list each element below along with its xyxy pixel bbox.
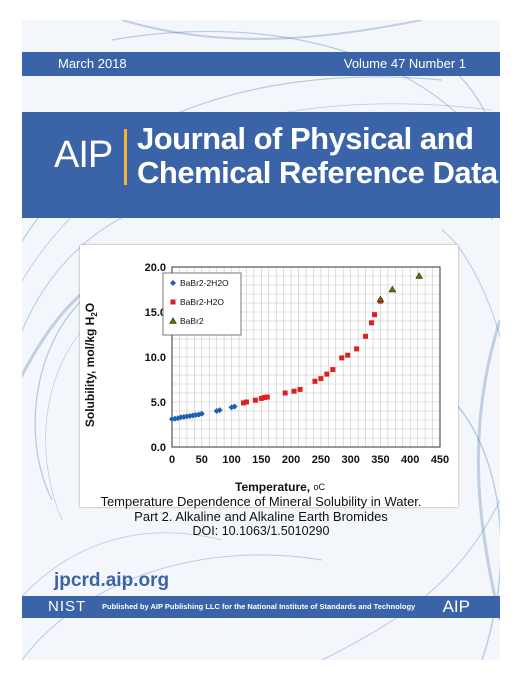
article-title-line2: Part 2. Alkaline and Alkaline Earth Brom… [134,509,388,524]
data-point [297,386,303,392]
journal-title-line2: Chemical Reference Data [137,155,498,190]
y-tick-label: 15.0 [145,307,166,319]
data-point [177,414,184,421]
journal-cover: March 2018 Volume 47 Number 1 AIP Journa… [22,20,500,660]
data-point [258,395,264,401]
x-tick-label: 50 [196,454,208,466]
data-point [339,355,345,361]
x-tick-label: 150 [252,454,270,466]
x-tick-label: 100 [222,454,240,466]
data-point [243,399,249,405]
data-point [376,295,385,303]
article-title-line1: Temperature Dependence of Mineral Solubi… [100,494,422,509]
issue-volume: Volume 47 Number 1 [343,56,466,71]
x-tick-label: 300 [341,454,359,466]
data-point [312,378,318,384]
article-doi: DOI: 10.1063/1.5010290 [192,524,330,538]
data-point [264,394,270,400]
data-point [369,320,375,326]
legend-marker [170,280,176,286]
data-point [240,400,246,406]
legend-box [162,272,242,336]
article-info: Temperature Dependence of Mineral Solubi… [22,494,500,539]
y-tick-label: 0.0 [151,442,166,454]
x-tick-label: 0 [169,454,175,466]
aip-logo: AIP [54,134,113,176]
data-point [216,407,223,414]
legend-marker [170,299,176,305]
issue-date: March 2018 [58,56,127,71]
chart-legend: BaBr2-2H2O BaBr2-H2O BaBr2 [162,272,242,336]
data-point [345,352,351,358]
y-tick-label: 10.0 [145,352,166,364]
publisher-note: Published by AIP Publishing LLC for the … [102,602,416,611]
solubility-chart: 0 50 100 150 200 250 300 350 400 450 0.0 5.0 10.0 15.… [83,262,450,494]
legend-label: BaBr2 [180,316,204,326]
legend-label: BaBr2-2H2O [180,278,229,288]
data-point [388,285,397,293]
data-point [252,397,258,403]
data-point [198,410,205,417]
data-point [324,371,330,377]
journal-title: Journal of Physical and Chemical Referen… [137,122,498,190]
journal-title-line1: Journal of Physical and [137,121,474,156]
data-point [415,272,424,279]
x-tick-label: 350 [371,454,389,466]
publisher-bar: NIST Published by AIP Publishing LLC for… [22,596,500,618]
journal-website[interactable]: jpcrd.aip.org [54,570,170,591]
logo-divider [124,129,127,185]
x-axis-label: Temperature, oC [235,480,325,494]
data-point [171,415,178,422]
data-point [261,395,267,400]
legend-label: BaBr2-H2O [180,297,224,307]
x-axis-label-unit: oC [313,482,325,492]
data-point [291,388,297,394]
aip-footer-logo: AIP [442,597,470,616]
x-tick-label: 400 [401,454,419,466]
y-axis-label: Solubility, mol/kg H2O [83,303,99,427]
data-point [330,367,336,373]
x-axis-label-text: Temperature, [235,480,313,494]
y-tick-label: 20.0 [145,262,166,274]
x-tick-label: 450 [431,454,449,466]
data-point [231,403,238,410]
issue-bar: March 2018 Volume 47 Number 1 [22,52,500,76]
tick-labels: 0 50 100 150 200 250 300 350 400 450 0.0 5.0 10.0 15.… [145,262,450,466]
data-points [169,272,424,423]
nist-logo: NIST [48,598,87,615]
data-point [371,312,377,318]
x-tick-label: 200 [282,454,300,466]
chart-panel: 0 50 100 150 200 250 300 350 400 450 0.0 5.0 10.0 15.… [80,245,458,507]
data-point [318,376,324,382]
data-point [189,412,196,419]
y-axis-label-tail: O [83,303,97,312]
y-tick-label: 5.0 [151,397,166,409]
data-point [282,390,288,396]
y-axis-label-text: Solubility, mol/kg H [83,317,97,427]
legend-marker [169,317,177,324]
title-band: AIP Journal of Physical and Chemical Ref… [22,112,500,218]
data-point [354,346,360,352]
y-axis-label-sub: 2 [90,312,99,317]
plot-frame [171,266,441,448]
x-tick-label: 250 [312,454,330,466]
data-point [363,333,369,339]
data-point [192,412,199,419]
